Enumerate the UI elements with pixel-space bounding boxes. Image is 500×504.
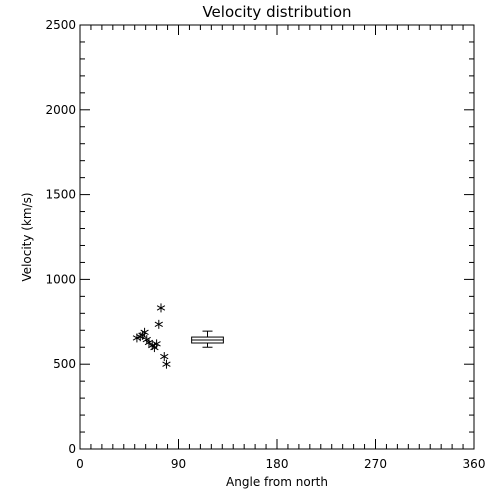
data-point <box>154 319 163 329</box>
chart-title: Velocity distribution <box>202 3 351 21</box>
y-tick-label: 1000 <box>45 272 76 286</box>
asterisk-stroke <box>162 361 171 367</box>
y-axis-label: Velocity (km/s) <box>20 192 34 281</box>
axis-tick-labels: 0 90 180 270 360 0 500 1000 1500 2000 2500 <box>45 18 485 471</box>
asterisk-stroke <box>154 321 163 328</box>
asterisk-stroke <box>152 341 161 347</box>
data-marks <box>132 303 224 369</box>
asterisk-stroke <box>156 305 166 311</box>
asterisk-stroke <box>138 332 147 339</box>
y-tick-label: 0 <box>68 442 76 456</box>
box-plot <box>191 330 224 348</box>
data-point <box>156 303 166 313</box>
data-point <box>140 327 149 337</box>
data-point <box>160 352 169 362</box>
y-tick-label: 2000 <box>45 103 76 117</box>
asterisk-stroke <box>150 344 159 351</box>
asterisk-stroke <box>132 335 142 341</box>
x-tick-label: 180 <box>266 457 289 471</box>
axis-ticks <box>79 24 475 450</box>
y-tick-label: 2500 <box>45 18 76 32</box>
data-point <box>144 337 154 347</box>
x-tick-label: 0 <box>76 457 84 471</box>
asterisk-stroke <box>144 339 154 346</box>
data-point <box>162 359 171 369</box>
data-point <box>152 339 161 349</box>
x-tick-label: 270 <box>364 457 387 471</box>
x-axis-label: Angle from north <box>226 475 328 489</box>
x-tick-label: 90 <box>171 457 186 471</box>
y-tick-label: 500 <box>53 357 76 371</box>
asterisk-stroke <box>160 353 169 360</box>
y-tick-label: 1500 <box>45 188 76 202</box>
plot-frame <box>79 24 475 450</box>
asterisk-stroke <box>140 329 149 335</box>
x-tick-label: 360 <box>463 457 486 471</box>
